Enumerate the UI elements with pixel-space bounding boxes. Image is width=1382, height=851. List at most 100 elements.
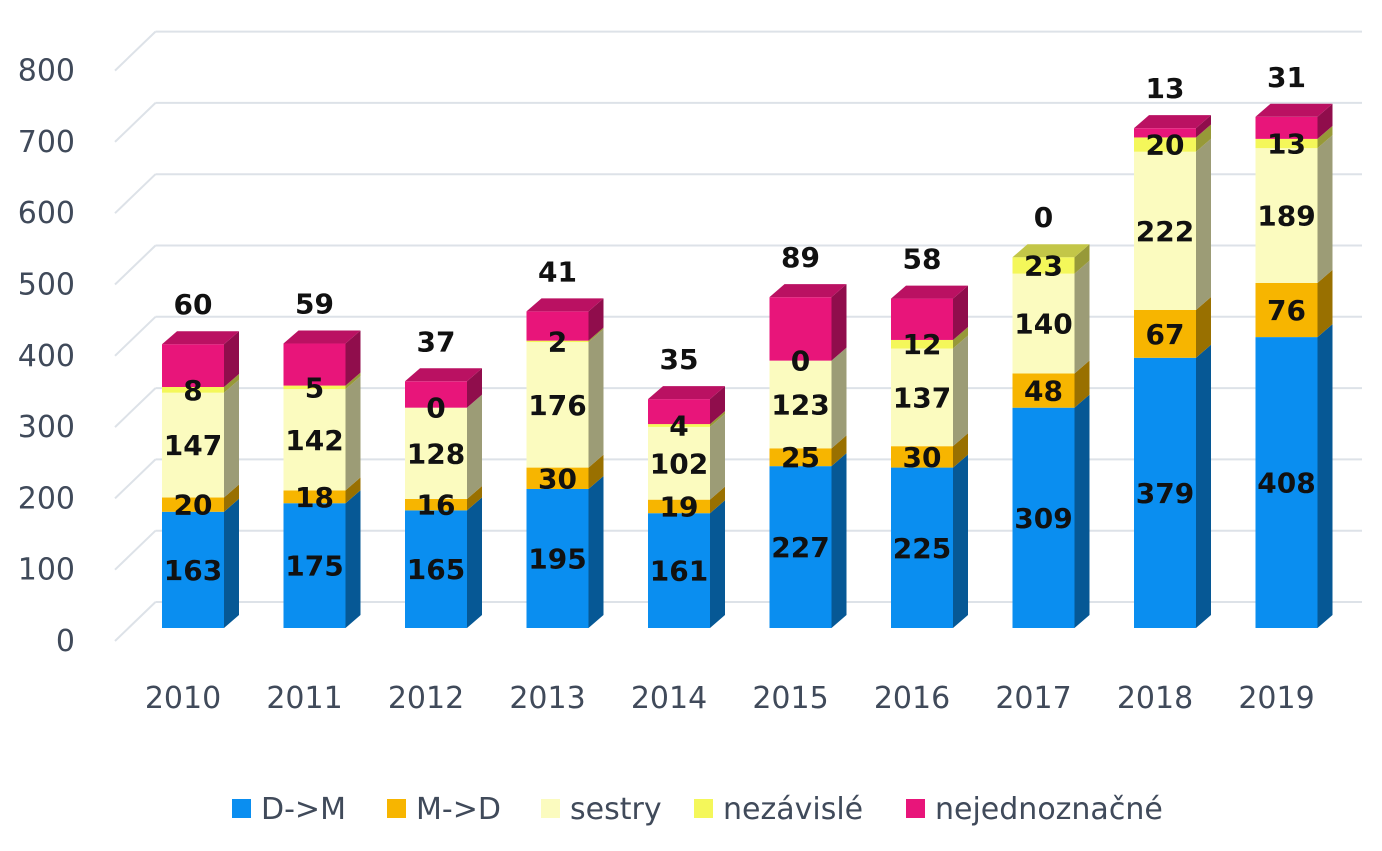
bar-side-nejednoznačné-2010	[224, 331, 239, 388]
bar-segment-M->D-2012	[405, 498, 467, 511]
bar-segment-sestry-2014	[648, 426, 710, 500]
bar-top-2017	[1012, 244, 1090, 258]
data-label-D->M-2019: 408	[1257, 467, 1315, 500]
data-label-M->D-2012: 16	[417, 489, 456, 522]
bar-segment-nezávislé-2018	[1134, 137, 1196, 152]
data-label-nezávislé-2010: 8	[183, 374, 202, 407]
data-label-D->M-2017: 309	[1014, 502, 1072, 535]
data-label-nezávislé-2013: 2	[548, 325, 567, 358]
data-label-D->M-2014: 161	[650, 555, 708, 588]
bar-side-nezávislé-2019	[1317, 125, 1333, 149]
bar-stack-2013: 195 30 176 2 41	[526, 255, 604, 628]
y-tick-label: 300	[18, 410, 75, 445]
bar-side-nejednoznačné-2014	[710, 386, 725, 425]
legend-item-nezávislé: nezávislé	[694, 792, 863, 827]
gridline-depth	[114, 387, 157, 428]
data-label-nejednoznačné-2010: 60	[174, 288, 213, 321]
gridline-depth	[114, 458, 157, 500]
bar-side-nezávislé-2011	[345, 372, 361, 390]
gridline-depth	[114, 316, 157, 357]
data-label-M->D-2017: 48	[1024, 375, 1063, 408]
y-tick-label: 500	[18, 268, 75, 303]
bar-side-sestry-2014	[710, 413, 725, 500]
bar-stack-2010: 163 20 147 8 60	[162, 288, 239, 628]
bar-side-M->D-2013	[588, 454, 604, 489]
bar-side-sestry-2011	[345, 376, 361, 491]
bar-side-M->D-2012	[467, 485, 482, 511]
bar-side-sestry-2015	[831, 347, 847, 449]
bar-side-sestry-2016	[953, 335, 968, 447]
bar-segment-D->M-2017	[1012, 407, 1075, 628]
bar-top-2014	[648, 386, 725, 400]
bar-side-nejednoznačné-2019	[1317, 103, 1333, 139]
data-label-nejednoznačné-2013: 41	[538, 255, 577, 288]
bar-side-nezávislé-2017	[1074, 244, 1090, 274]
data-label-nejednoznačné-2018: 13	[1146, 72, 1185, 105]
bar-side-D->M-2019	[1317, 324, 1333, 628]
bar-segment-M->D-2019	[1255, 282, 1318, 338]
data-label-nezávislé-2015: 0	[791, 345, 810, 378]
bar-top-2015	[769, 284, 847, 298]
bar-side-M->D-2016	[953, 433, 968, 468]
y-tick-label: 400	[18, 339, 75, 374]
bar-side-nezávislé-2014	[710, 411, 725, 427]
legend: D->M M->D sestry nezávislé nejednoznačné	[232, 792, 1163, 827]
bar-segment-nezávislé-2010	[162, 387, 224, 393]
bar-side-nezávislé-2018	[1196, 124, 1211, 152]
bar-segment-nejednoznačné-2019	[1255, 116, 1318, 139]
bar-segment-nezávislé-2011	[283, 385, 346, 390]
x-tick-label: 2019	[1238, 681, 1314, 716]
bar-stack-2015: 227 25 123 0 89	[769, 241, 847, 628]
bar-segment-M->D-2017	[1012, 373, 1075, 408]
bar-segment-nejednoznačné-2013	[526, 311, 589, 341]
data-label-sestry-2018: 222	[1136, 215, 1194, 248]
bar-side-D->M-2010	[224, 498, 239, 628]
gridline-depth	[114, 102, 157, 143]
bar-segment-D->M-2019	[1255, 337, 1318, 628]
data-label-sestry-2016: 137	[893, 381, 951, 414]
bar-side-nejednoznačné-2012	[467, 368, 482, 408]
legend-label: M->D	[416, 792, 501, 827]
legend-swatch	[541, 799, 560, 818]
bar-segment-M->D-2013	[526, 467, 589, 489]
legend-swatch	[694, 799, 713, 818]
gridline-depth	[114, 244, 157, 286]
bar-segment-M->D-2018	[1134, 310, 1196, 358]
x-axis-ticks: 2010 2011 2012 2013 2014 2015 2016 2017 2018 2019	[145, 681, 1315, 716]
bar-segment-nejednoznačné-2011	[283, 343, 346, 386]
bar-segment-nezávislé-2014	[648, 424, 710, 427]
bar-side-sestry-2017	[1074, 260, 1090, 374]
x-tick-label: 2011	[266, 681, 342, 716]
bar-segment-sestry-2013	[526, 342, 589, 468]
data-label-nejednoznačné-2017: 0	[1034, 201, 1053, 234]
bar-segment-nejednoznačné-2014	[648, 399, 710, 425]
data-label-D->M-2010: 163	[164, 554, 222, 587]
data-label-nejednoznačné-2012: 37	[417, 325, 456, 358]
legend-label: nejednoznačné	[935, 792, 1163, 827]
bar-top-2019	[1255, 103, 1333, 117]
bar-side-sestry-2012	[467, 394, 482, 499]
x-tick-label: 2015	[752, 681, 828, 716]
bar-top-2012	[405, 368, 482, 382]
bar-side-nezávislé-2016	[953, 326, 968, 349]
bar-segment-sestry-2018	[1134, 151, 1196, 311]
data-label-nezávislé-2019: 13	[1267, 128, 1306, 161]
legend-swatch	[906, 799, 925, 818]
bar-side-D->M-2014	[710, 500, 725, 628]
x-tick-label: 2018	[1117, 681, 1193, 716]
y-tick-label: 700	[18, 125, 75, 160]
legend-swatch	[387, 799, 406, 818]
bar-stack-2019: 408 76 189 13 31	[1255, 61, 1333, 628]
bar-side-nejednoznačné-2016	[953, 285, 968, 340]
data-label-nezávislé-2011: 5	[305, 371, 324, 404]
bar-side-nejednoznačné-2018	[1196, 115, 1211, 138]
x-tick-label: 2013	[509, 681, 585, 716]
bar-stack-2017: 309 48 140 23 0	[1012, 201, 1090, 628]
bar-side-sestry-2013	[588, 329, 604, 468]
bar-side-sestry-2018	[1196, 138, 1211, 311]
bar-side-D->M-2018	[1196, 344, 1211, 628]
data-label-D->M-2016: 225	[893, 532, 951, 565]
data-label-sestry-2013: 176	[528, 389, 586, 422]
data-label-D->M-2011: 175	[285, 550, 343, 583]
bar-side-nezávislé-2010	[224, 374, 239, 393]
